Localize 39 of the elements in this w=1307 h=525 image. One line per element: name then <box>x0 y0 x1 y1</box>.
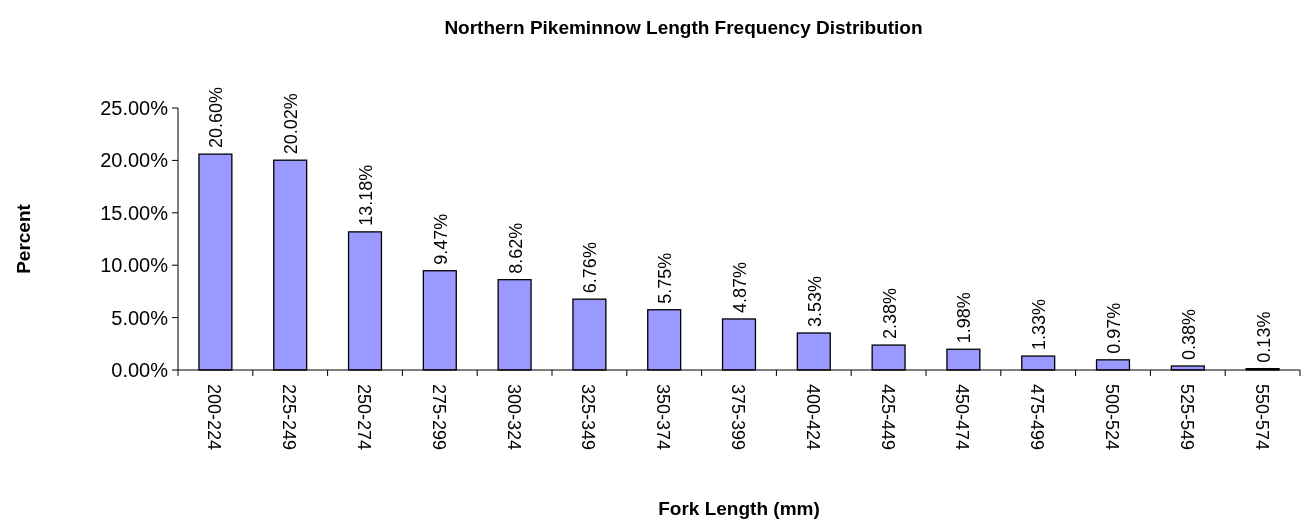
y-tick-label: 25.00% <box>100 97 169 119</box>
x-tick-label: 250-274 <box>354 384 374 451</box>
x-tick-label: 450-474 <box>952 384 973 451</box>
x-axis-title: Fork Length (mm) <box>658 498 820 519</box>
x-tick-label: 300-324 <box>503 384 524 451</box>
x-tick-label: 275-299 <box>428 384 449 451</box>
y-tick-label: 20.00% <box>100 149 169 172</box>
x-tick-label: 425-449 <box>877 384 898 451</box>
y-tick-label: 5.00% <box>111 306 169 329</box>
data-label: 4.87% <box>730 261 750 313</box>
data-label: 1.98% <box>954 292 975 344</box>
data-label: 5.75% <box>655 252 676 304</box>
chart-title: Northern Pikeminnow Length Frequency Distribution <box>444 17 923 38</box>
data-label: 9.47% <box>430 213 451 265</box>
data-label: 20.60% <box>206 87 227 149</box>
y-tick-label: 10.00% <box>100 254 169 277</box>
data-label: 3.53% <box>804 275 825 328</box>
x-tick-label: 350-374 <box>653 384 674 451</box>
x-tick-label: 225-249 <box>279 384 300 451</box>
y-tick-label: 0.00% <box>111 359 169 381</box>
data-label: 8.62% <box>505 222 526 274</box>
data-label: 0.38% <box>1178 308 1199 361</box>
data-label: 6.76% <box>580 242 601 294</box>
data-label: 13.18% <box>356 164 376 226</box>
x-tick-label: 325-349 <box>578 384 599 451</box>
x-tick-label: 500-524 <box>1102 384 1122 451</box>
data-label: 0.13% <box>1253 311 1274 363</box>
x-tick-label: 200-224 <box>204 384 225 451</box>
x-tick-label: 475-499 <box>1027 384 1048 451</box>
x-tick-label: 375-399 <box>728 384 748 451</box>
x-tick-label: 525-549 <box>1176 384 1197 451</box>
y-axis-title: Percent <box>13 203 34 274</box>
data-label: 2.38% <box>879 288 900 340</box>
data-label: 0.97% <box>1104 302 1124 354</box>
y-tick-label: 15.00% <box>100 201 169 224</box>
x-tick-label: 400-424 <box>802 384 823 451</box>
data-label: 20.02% <box>281 93 302 155</box>
x-tick-label: 550-574 <box>1251 384 1272 451</box>
data-label: 1.33% <box>1029 299 1050 351</box>
